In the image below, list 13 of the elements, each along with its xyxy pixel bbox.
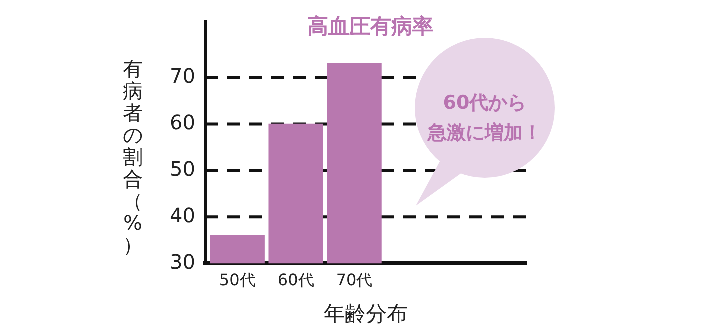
y-tick-label: 50 — [170, 156, 196, 181]
x-tick-label: 60代 — [278, 270, 314, 290]
x-tick-label: 70代 — [336, 270, 373, 290]
chart-title: 高血圧有病率 — [307, 14, 434, 38]
text: 有病者の割合（%） — [123, 57, 143, 257]
x-tick-label: 50代 — [219, 270, 256, 290]
y-tick-label: 40 — [170, 203, 196, 228]
x-axis-title: 年齢分布 — [324, 302, 408, 326]
text: 60代から — [442, 91, 528, 116]
y-tick-label: 30 — [170, 250, 196, 274]
y-tick-label: 60 — [170, 110, 196, 134]
y-tick-label: 70 — [170, 64, 196, 88]
text: 急激に増加！ — [426, 121, 543, 146]
